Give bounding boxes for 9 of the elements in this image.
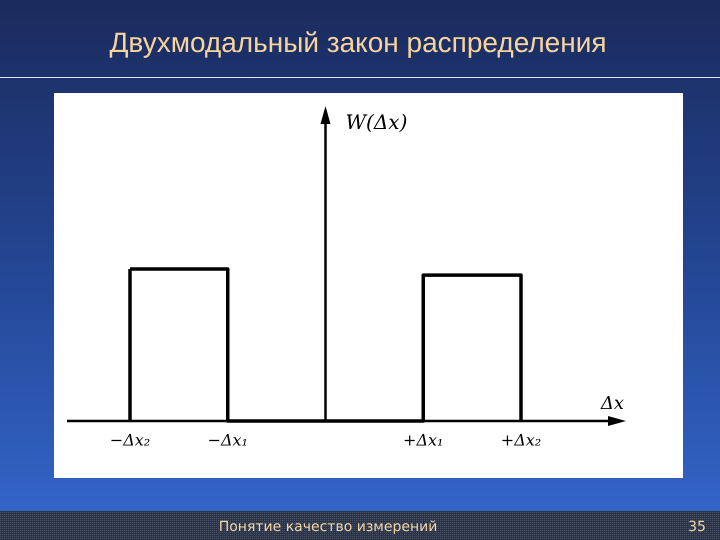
text: 35	[688, 519, 706, 535]
x-tick-label: −Δx₁	[208, 430, 248, 450]
x-tick-label: +Δx₁	[403, 430, 444, 450]
x-axis-title: Δx	[600, 393, 624, 414]
chart-title: Двухмодальный закон распределения	[109, 27, 607, 58]
x-tick-label: +Δx₂	[500, 430, 542, 450]
x-tick-label: −Δx₂	[110, 430, 150, 450]
text: Понятие качество измерений	[218, 519, 438, 535]
text: W(Δx)	[346, 110, 408, 134]
